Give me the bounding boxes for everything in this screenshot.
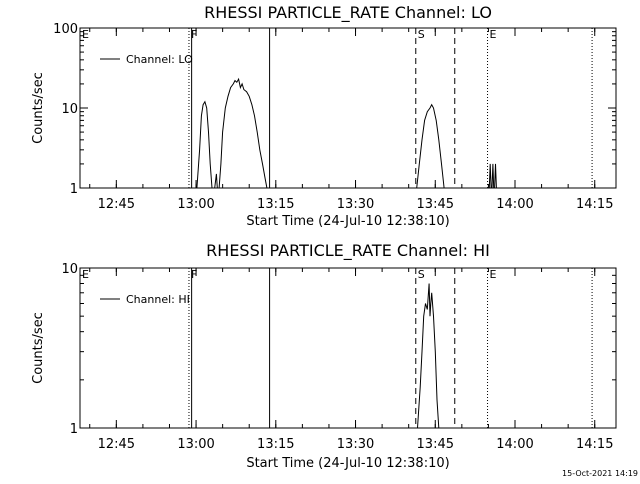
- y-axis-label: Counts/sec: [31, 72, 46, 144]
- marker-label: F: [191, 28, 197, 41]
- x-axis-label: Start Time (24-Jul-10 12:38:10): [246, 214, 449, 229]
- x-tick-label: 14:15: [576, 197, 613, 212]
- plot-frame: [79, 267, 617, 429]
- x-tick-label: 13:15: [257, 197, 294, 212]
- series-line: [494, 163, 497, 189]
- footer-date: 15-Oct-2021 14:19: [562, 469, 638, 478]
- x-tick-label: 13:45: [417, 197, 454, 212]
- chart-title: RHESSI PARTICLE_RATE Channel: LO: [204, 3, 492, 23]
- series-line: [416, 103, 445, 189]
- y-tick-label: 1: [70, 182, 78, 197]
- x-tick-label: 14:00: [496, 197, 533, 212]
- marker-label: S: [418, 268, 425, 281]
- marker-label: E: [490, 268, 497, 281]
- y-axis-label: Counts/sec: [31, 312, 46, 384]
- panel-2: RHESSI PARTICLE_RATE Channel: HI 1 10 12:45…: [31, 241, 617, 471]
- x-tick-label: 13:00: [177, 197, 214, 212]
- y-tick-label: 10: [61, 102, 78, 117]
- x-tick-label: 14:00: [496, 437, 533, 452]
- series-line: [214, 173, 218, 189]
- x-tick-label: 12:45: [98, 197, 135, 212]
- x-tick-label: 13:45: [417, 437, 454, 452]
- marker-label: E: [490, 28, 497, 41]
- marker-label: F: [191, 268, 197, 281]
- marker-label: E: [82, 268, 89, 281]
- x-tick-label: 13:15: [257, 437, 294, 452]
- series-line: [491, 163, 495, 189]
- series-line: [196, 100, 213, 189]
- plot-frame: [79, 27, 617, 189]
- series-line: [488, 163, 492, 189]
- y-tick-label: 1: [70, 422, 78, 437]
- legend-label: Channel: LO: [126, 53, 193, 66]
- y-tick-label: 100: [53, 22, 78, 37]
- chart-title: RHESSI PARTICLE_RATE Channel: HI: [206, 241, 490, 261]
- x-tick-label: 13:30: [337, 197, 374, 212]
- y-tick-label: 10: [61, 262, 78, 277]
- panel-1: RHESSI PARTICLE_RATE Channel: LO 1 10 100 12…: [31, 3, 617, 229]
- marker-label: E: [82, 28, 89, 41]
- x-tick-label: 13:30: [337, 437, 374, 452]
- marker-label: S: [418, 28, 425, 41]
- x-axis-label: Start Time (24-Jul-10 12:38:10): [246, 456, 449, 471]
- x-tick-label: 13:00: [177, 437, 214, 452]
- legend-label: Channel: HI: [126, 293, 190, 306]
- series-line: [417, 283, 440, 429]
- series-line: [218, 77, 268, 189]
- x-tick-label: 14:15: [576, 437, 613, 452]
- x-tick-label: 12:45: [98, 437, 135, 452]
